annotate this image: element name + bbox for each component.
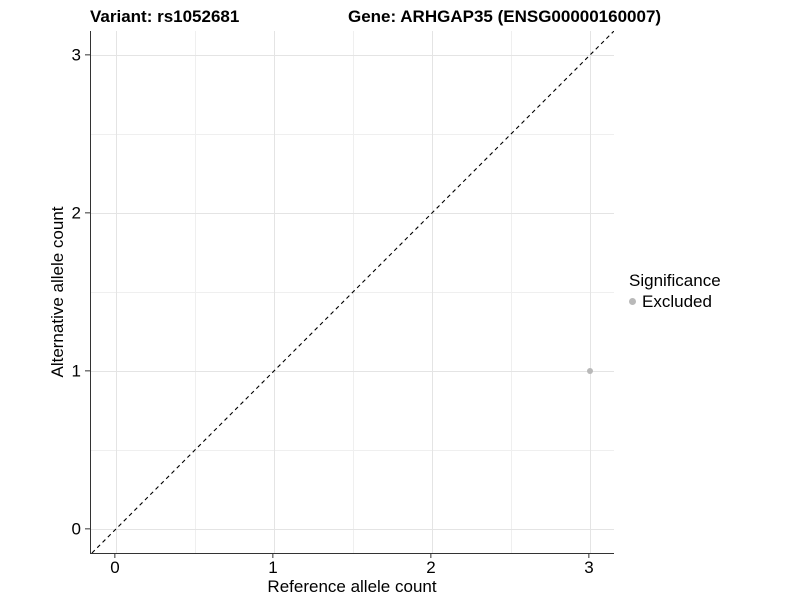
- legend-point-icon: [629, 298, 636, 306]
- major-gridline: [91, 528, 614, 530]
- minor-gridline: [91, 449, 614, 451]
- x-tick-mark: [272, 553, 274, 558]
- major-gridline: [91, 213, 614, 214]
- x-tick-label: 2: [426, 558, 436, 577]
- x-tick-label: 0: [110, 558, 120, 577]
- legend-items: Excluded: [629, 291, 721, 312]
- x-tick-mark: [430, 553, 432, 558]
- major-gridline: [115, 31, 117, 553]
- legend-title: Significance: [629, 271, 721, 290]
- y-tick-label: 0: [71, 519, 81, 539]
- y-tick-label: 3: [71, 45, 81, 65]
- x-tick-label: 1: [268, 558, 278, 577]
- x-tick-label: 3: [584, 558, 594, 577]
- y-tick-mark: [85, 212, 90, 214]
- legend-item-label: Excluded: [642, 291, 712, 311]
- major-gridline: [91, 370, 614, 372]
- legend-item: Excluded: [629, 291, 721, 312]
- y-tick-mark: [85, 54, 90, 56]
- major-gridline: [431, 31, 433, 553]
- major-gridline: [589, 31, 591, 553]
- x-tick-mark: [114, 553, 116, 558]
- data-point: [586, 367, 593, 374]
- y-tick-mark: [85, 528, 90, 530]
- plot-title-gene: Gene: ARHGAP35 (ENSG00000160007): [348, 7, 662, 26]
- legend: Significance Excluded: [629, 271, 721, 311]
- y-axis-title: Alternative allele count: [48, 206, 67, 378]
- plot-panel: [90, 31, 614, 554]
- x-tick-mark: [588, 553, 590, 558]
- major-gridline: [91, 55, 614, 56]
- x-axis-title: Reference allele count: [267, 577, 437, 596]
- minor-gridline: [91, 134, 614, 135]
- plot-title-variant: Variant: rs1052681: [90, 7, 240, 26]
- y-tick-label: 2: [71, 203, 81, 223]
- y-tick-mark: [85, 370, 90, 372]
- major-gridline: [273, 31, 275, 553]
- identity-dashed-line: [91, 31, 614, 553]
- y-tick-label: 1: [71, 361, 81, 381]
